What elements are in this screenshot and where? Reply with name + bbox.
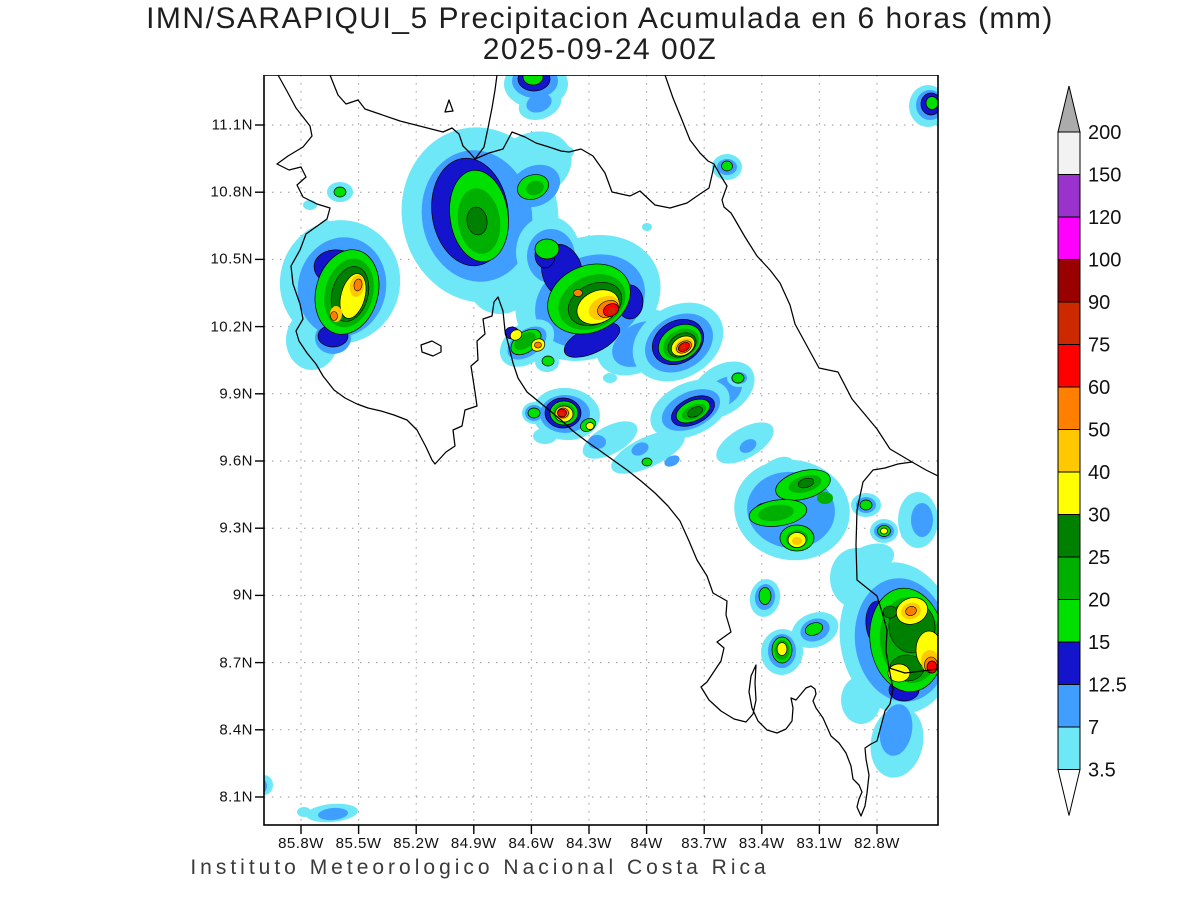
precip-cell-west xyxy=(266,182,414,370)
colorbar-label: 90 xyxy=(1088,292,1110,314)
colorbar-label: 20 xyxy=(1088,590,1110,612)
precip-cell-ne-corner xyxy=(909,85,947,127)
colorbar-label: 150 xyxy=(1088,165,1121,187)
colorbar-segment xyxy=(1058,685,1080,728)
colorbar-segment xyxy=(1058,727,1080,770)
colorbar-overflow-arrow xyxy=(1058,86,1080,132)
lat-tick-label: 9.6N xyxy=(181,453,253,470)
colorbar-segment xyxy=(1058,642,1080,685)
colorbar-underflow-arrow xyxy=(1058,770,1080,816)
lat-tick-label: 10.5N xyxy=(181,251,253,268)
colorbar-segment xyxy=(1058,557,1080,600)
colorbar-label: 25 xyxy=(1088,547,1110,569)
colorbar-segment xyxy=(1058,515,1080,558)
precipitation-shading xyxy=(255,75,958,824)
map-subtitle-datetime: 2025-09-24 00Z xyxy=(0,33,1200,67)
precip-cell-sw-corner xyxy=(255,775,359,824)
colorbar-label: 12.5 xyxy=(1088,675,1127,697)
lat-tick-label: 10.8N xyxy=(181,184,253,201)
colorbar-segment xyxy=(1058,175,1080,218)
precip-cell-south-small xyxy=(758,606,843,678)
colorbar-segment xyxy=(1058,387,1080,430)
colorbar-segment xyxy=(1058,345,1080,388)
colorbar-segment xyxy=(1058,132,1080,175)
colorbar-segment xyxy=(1058,430,1080,473)
colorbar-label: 75 xyxy=(1088,335,1110,357)
colorbar-segment xyxy=(1058,472,1080,515)
precip-cell-coast-dot xyxy=(712,154,742,180)
colorbar-segment xyxy=(1058,600,1080,643)
lat-tick-label: 8.4N xyxy=(181,721,253,738)
lat-tick-label: 9.9N xyxy=(181,385,253,402)
lat-tick-label: 9N xyxy=(181,587,253,604)
colorbar-label: 50 xyxy=(1088,420,1110,442)
lat-tick-label: 8.7N xyxy=(181,654,253,671)
lat-tick-label: 10.2N xyxy=(181,318,253,335)
footer-attribution: Instituto Meteorologico Nacional Costa R… xyxy=(0,856,960,880)
colorbar-label: 30 xyxy=(1088,505,1110,527)
colorbar: 200 150 120 100 90 75 60 50 40 30 25 20 15 12.5 7 3.5 xyxy=(1050,80,1190,830)
map-title: IMN/SARAPIQUI_5 Precipitacion Acumulada … xyxy=(0,2,1200,36)
colorbar-label: 120 xyxy=(1088,207,1121,229)
colorbar-segment xyxy=(1058,217,1080,260)
precipitation-map-page: { "title": { "line1": "IMN/SARAPIQUI_5 P… xyxy=(0,0,1200,900)
colorbar-label: 100 xyxy=(1088,250,1121,272)
colorbar-label: 15 xyxy=(1088,632,1110,654)
costa-rica-precipitation-map xyxy=(244,75,958,845)
colorbar-label: 200 xyxy=(1088,122,1121,144)
colorbar-label: 3.5 xyxy=(1088,760,1116,782)
colorbar-label: 60 xyxy=(1088,377,1110,399)
colorbar-segment xyxy=(1058,302,1080,345)
precip-cell-green-dot xyxy=(746,576,783,619)
colorbar-label: 40 xyxy=(1088,462,1110,484)
lat-tick-label: 11.1N xyxy=(181,117,253,134)
precip-cell-talamanca xyxy=(726,451,939,570)
colorbar-segment xyxy=(1058,260,1080,303)
lat-tick-label: 8.1N xyxy=(181,789,253,806)
colorbar-label: 7 xyxy=(1088,717,1099,739)
lat-tick-label: 9.3N xyxy=(181,520,253,537)
